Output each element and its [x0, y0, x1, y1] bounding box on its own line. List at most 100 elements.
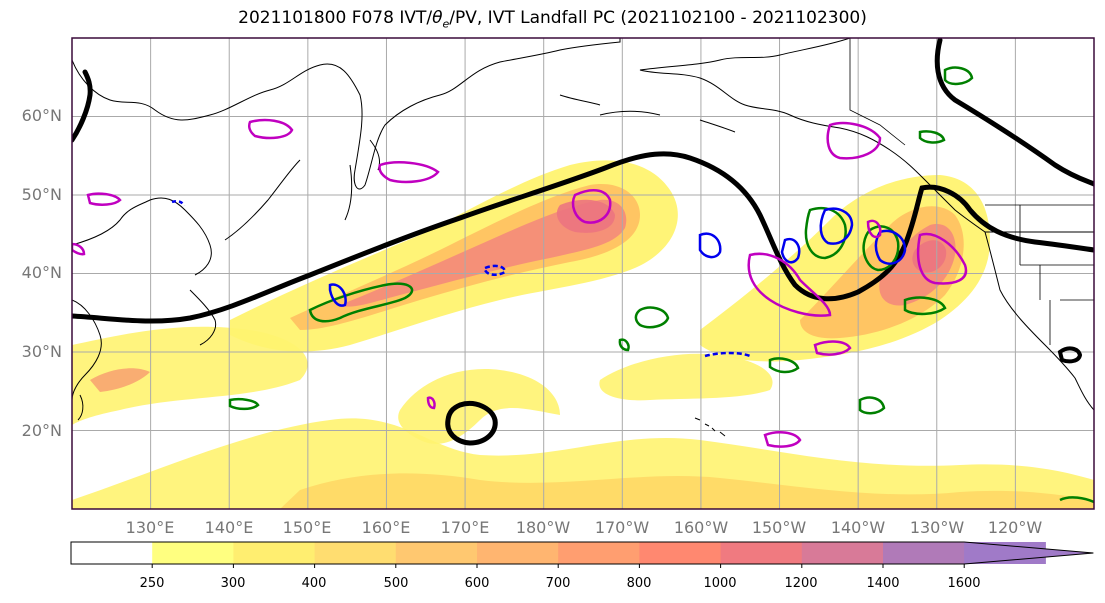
ivt-band-south-core	[280, 473, 1094, 509]
coastline-taiwan	[77, 394, 84, 421]
lon-label-160w: 160°W	[673, 518, 729, 537]
map-frame	[71, 37, 1095, 510]
coastline-west-us	[984, 231, 1094, 411]
ivt-ar-core	[340, 199, 627, 307]
landfall-contour-10	[866, 219, 882, 239]
landfall-contour-9	[813, 340, 852, 356]
lon-label-140w: 140°W	[830, 518, 886, 537]
colorbar-label: 250	[139, 576, 165, 591]
theta-e-green-10	[1059, 496, 1094, 504]
lon-label-160e: 160°E	[361, 518, 411, 537]
landfall-contour-11	[426, 396, 436, 410]
lon-label-170w: 170°W	[594, 518, 650, 537]
landfall-contour-7	[763, 431, 802, 448]
lat-label-20: 20°N	[21, 421, 62, 440]
ivt-band-west	[72, 326, 308, 425]
landfall-contour-4	[826, 121, 882, 160]
colorbar-label: 1200	[784, 576, 818, 591]
colorbar-swatch	[71, 542, 153, 564]
colorbar-label: 1600	[947, 576, 981, 591]
theta-e-blue-contours	[171, 199, 907, 358]
theta-e-blue-4	[780, 237, 801, 264]
coastlines	[72, 38, 1094, 437]
colorbar-swatch	[395, 542, 478, 564]
theta-e-blue-1	[698, 232, 722, 259]
landfall-contour-8	[86, 192, 122, 206]
colorbar-swatch	[639, 542, 722, 564]
theta-e-blue-3	[874, 229, 907, 265]
colorbar-swatch	[477, 542, 559, 564]
ivt-ar-max	[556, 199, 615, 233]
colorbar-extend-arrow	[964, 542, 1094, 564]
landfall-contour-2	[747, 252, 832, 317]
coastline-alaska	[639, 38, 1094, 233]
landfall-contour-1	[571, 189, 612, 224]
landfall-contour-12	[72, 242, 86, 256]
theta-e-green-3	[804, 206, 847, 260]
lat-label-40: 40°N	[21, 263, 62, 282]
lon-label-150w: 150°W	[751, 518, 807, 537]
theta-e-green-9	[918, 130, 946, 144]
lat-label-30: 30°N	[21, 342, 62, 361]
colorbar-label: 1400	[866, 576, 900, 591]
ivt-east-max	[912, 240, 947, 273]
border-states	[1019, 205, 1094, 345]
border-alaska-canada	[849, 38, 906, 146]
lon-label-130e: 130°E	[125, 518, 175, 537]
theta-e-blue-2	[819, 207, 854, 245]
colorbar-label: 400	[301, 576, 327, 591]
theta-e-blue-6	[483, 264, 507, 276]
lon-label-120w: 120°W	[987, 518, 1043, 537]
colorbar-label: 1000	[703, 576, 737, 591]
colorbar-swatch	[558, 542, 640, 564]
pv-contour-asia	[72, 69, 93, 143]
lat-label-50: 50°N	[21, 185, 62, 204]
theta-e-green-7	[228, 397, 260, 411]
pv-contours	[72, 38, 1094, 446]
coastline-china	[72, 299, 102, 401]
coastline-aleutians	[559, 94, 736, 133]
pv-contour-closed-low	[445, 401, 498, 446]
colorbar-swatch	[314, 542, 397, 564]
coastline-korea-japan	[72, 159, 301, 346]
lon-label-170e: 170°E	[440, 518, 490, 537]
gridlines	[72, 38, 1094, 509]
lon-label-140e: 140°E	[204, 518, 254, 537]
landfall-contours	[72, 118, 968, 448]
theta-e-green-12	[618, 338, 630, 352]
landfall-contour-6	[378, 161, 440, 184]
chart-title: 2021101800 F078 IVT/θe/PV, IVT Landfall …	[238, 8, 867, 31]
lon-label-130w: 130°W	[909, 518, 965, 537]
colorbar-label: 500	[383, 576, 409, 591]
colorbar-outline	[70, 541, 1094, 565]
map-area	[72, 38, 1094, 509]
pv-contour-north	[934, 38, 1094, 187]
colorbar-swatch	[233, 542, 316, 564]
colorbar-label: 600	[464, 576, 490, 591]
colorbar	[70, 541, 1094, 568]
theta-e-blue-8	[171, 199, 186, 207]
colorbar-swatch	[152, 542, 234, 564]
theta-e-green-1	[308, 282, 414, 323]
lon-label-180w: 180°W	[515, 518, 571, 537]
colorbar-swatch	[801, 542, 884, 564]
colorbar-label: 300	[220, 576, 246, 591]
coastline-asia	[72, 38, 621, 190]
theta-e-green-11	[768, 357, 800, 374]
landfall-contour-3	[916, 232, 968, 285]
theta-e-green-8	[943, 66, 974, 86]
landfall-contour-5	[247, 118, 294, 140]
theta-e-green-5	[903, 296, 947, 316]
theta-e-green-2	[634, 306, 670, 329]
colorbar-label: 800	[626, 576, 652, 591]
colorbar-label: 700	[545, 576, 571, 591]
pv-contour-main	[72, 151, 1094, 324]
lon-label-150e: 150°E	[282, 518, 332, 537]
pv-contour-california	[1057, 346, 1083, 364]
ivt-band-west-core	[90, 368, 150, 392]
coastline-hawaii	[694, 417, 726, 437]
theta-e-blue-7	[704, 351, 751, 358]
theta-e-green-6	[858, 396, 886, 415]
theta-e-blue-5	[328, 283, 347, 307]
